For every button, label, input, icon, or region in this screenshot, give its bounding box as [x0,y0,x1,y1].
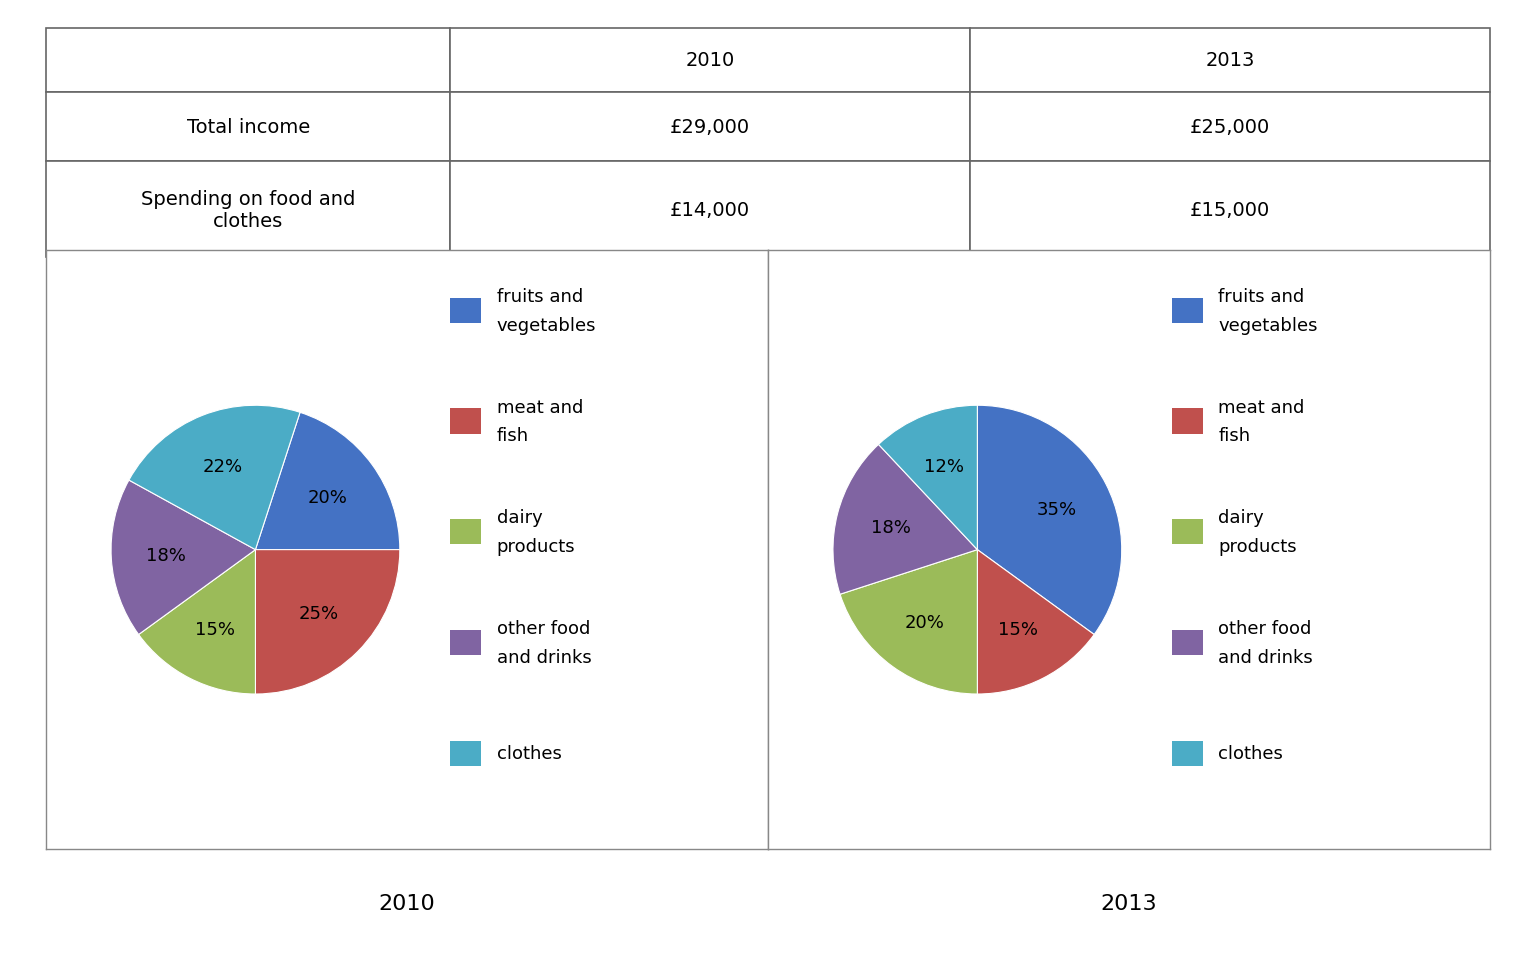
Bar [450,630,481,655]
Text: other food: other food [1218,620,1312,637]
Text: fish: fish [496,427,528,445]
Text: and drinks: and drinks [496,648,591,666]
Text: products: products [1218,537,1296,555]
Bar [450,299,481,324]
Text: products: products [496,537,574,555]
Text: fish: fish [1218,427,1250,445]
Bar [1172,630,1203,655]
Bar [1172,409,1203,434]
Text: 2010: 2010 [379,894,435,913]
Text: dairy: dairy [1218,508,1264,527]
Bar [1172,741,1203,766]
Bar [1172,520,1203,545]
Text: fruits and: fruits and [1218,287,1304,306]
Text: clothes: clothes [1218,745,1284,762]
Text: and drinks: and drinks [1218,648,1313,666]
Text: 2013: 2013 [1101,894,1157,913]
Text: meat and: meat and [1218,398,1306,416]
Text: vegetables: vegetables [1218,316,1318,334]
Text: clothes: clothes [496,745,562,762]
Text: other food: other food [496,620,590,637]
Bar [1172,299,1203,324]
Bar [450,520,481,545]
Text: dairy: dairy [496,508,542,527]
Text: fruits and: fruits and [496,287,582,306]
Text: vegetables: vegetables [496,316,596,334]
Text: meat and: meat and [496,398,584,416]
Bar [450,741,481,766]
Bar [450,409,481,434]
